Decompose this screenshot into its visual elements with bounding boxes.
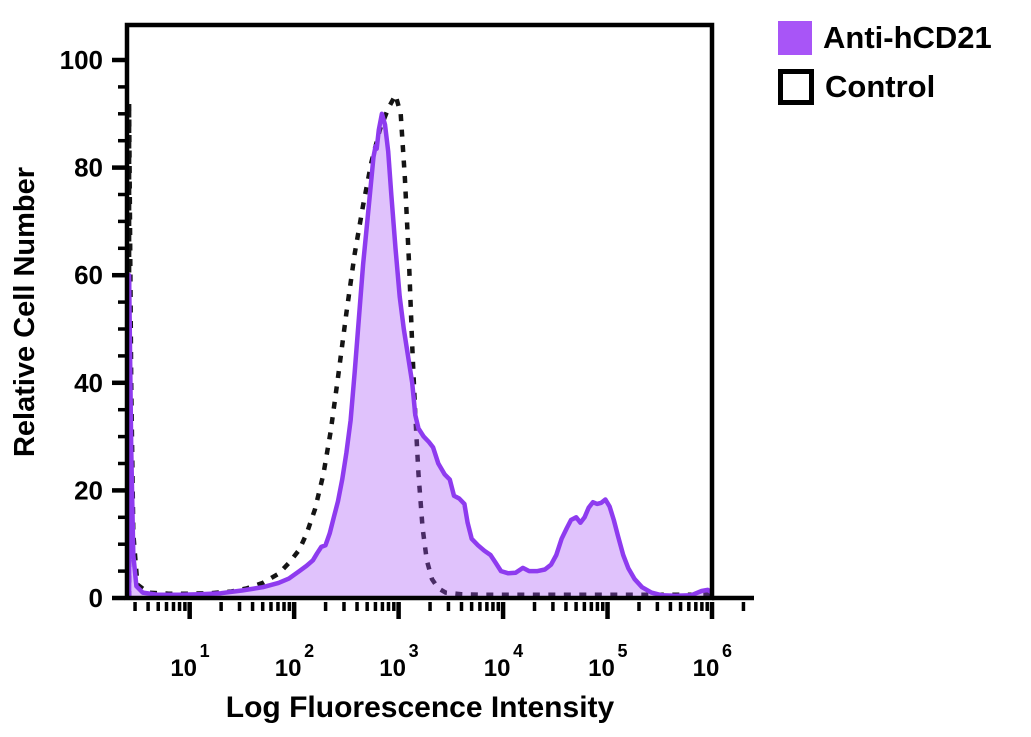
x-tick-exponent: 1 — [200, 641, 210, 661]
anti-hcd21-fill — [129, 113, 713, 599]
x-tick-label: 10 — [170, 655, 197, 682]
x-tick-label: 10 — [588, 655, 615, 682]
open-square-swatch — [778, 69, 814, 105]
y-tick-label: 20 — [74, 475, 103, 505]
legend-item-anti-hcd21: Anti-hCD21 — [778, 20, 992, 56]
x-tick-exponent: 6 — [722, 641, 732, 661]
legend-label-anti-hcd21: Anti-hCD21 — [823, 20, 992, 55]
x-tick-label: 10 — [275, 655, 302, 682]
legend: Anti-hCD21 Control — [778, 20, 992, 118]
legend-label-control: Control — [825, 69, 936, 104]
y-tick-label: 40 — [74, 368, 103, 398]
x-tick-exponent: 4 — [513, 641, 523, 661]
y-tick-label: 100 — [60, 45, 103, 75]
axis-ticks — [112, 57, 746, 619]
plot-frame — [124, 22, 715, 601]
y-tick-label: 0 — [89, 583, 103, 613]
x-axis-title: Log Fluorescence Intensity — [226, 691, 615, 724]
legend-item-control: Control — [778, 69, 992, 105]
anti-hcd21-curve — [128, 111, 714, 599]
histogram-curves — [128, 89, 714, 599]
x-tick-label: 10 — [693, 655, 720, 682]
x-tick-exponent: 5 — [618, 641, 628, 661]
filled-square-swatch — [778, 21, 812, 55]
x-tick-label: 10 — [379, 655, 406, 682]
x-tick-label: 10 — [484, 655, 511, 682]
x-tick-exponent: 3 — [409, 641, 419, 661]
y-tick-label: 80 — [74, 153, 103, 183]
y-tick-label: 60 — [74, 260, 103, 290]
x-tick-exponent: 2 — [304, 641, 314, 661]
y-axis-title: Relative Cell Number — [9, 167, 41, 457]
